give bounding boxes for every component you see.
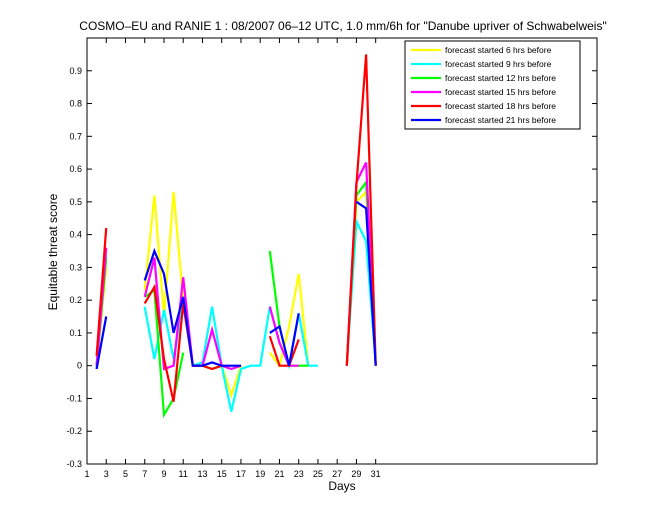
y-tick-label: 0.2	[69, 295, 82, 305]
y-tick-label: 0	[77, 361, 82, 371]
series-line	[268, 306, 299, 367]
y-tick-label: -0.3	[66, 459, 82, 469]
legend-box	[404, 40, 581, 130]
x-tick-label: 9	[161, 469, 166, 479]
y-tick-label: 0.1	[69, 328, 82, 338]
y-tick-label: 0.7	[69, 131, 82, 141]
x-tick-label: 23	[294, 469, 304, 479]
legend-entry-6: forecast started 21 hrs before	[445, 115, 556, 125]
chart-title: COSMO–EU and RANIE 1 : 08/2007 06–12 UTC…	[79, 19, 606, 33]
x-tick-label: 25	[313, 469, 323, 479]
y-tick-label: 0.5	[69, 197, 82, 207]
y-tick-label: 0.9	[69, 66, 82, 76]
series-line	[345, 54, 377, 366]
axes-box	[86, 37, 598, 465]
series-line	[268, 335, 300, 367]
x-tick-label: 5	[123, 469, 128, 479]
legend-entry-3: forecast started 12 hrs before	[445, 73, 556, 83]
series-line	[355, 200, 377, 366]
x-tick-label: 21	[274, 469, 284, 479]
y-tick-label: 0.4	[69, 230, 82, 240]
y-axis-label: Equitable threat score	[46, 193, 60, 310]
legend-entry-5: forecast started 18 hrs before	[445, 101, 556, 111]
series-line	[95, 228, 108, 356]
x-tick-label: 1	[84, 469, 89, 479]
series-line	[95, 316, 108, 370]
legend: forecast started 6 hrs before forecast st…	[404, 40, 581, 130]
legend-entry-2: forecast started 9 hrs before	[445, 59, 552, 69]
x-tick-label: 27	[332, 469, 342, 479]
y-tick-label: -0.1	[66, 393, 82, 403]
x-tick-label: 13	[197, 469, 207, 479]
x-tick-label: 15	[217, 469, 227, 479]
plot-area: 1 3 5 7 9 11 13 15 17 19 21 23 25 27 29 31-0.3-0.2-0.10…	[66, 37, 598, 479]
series-line	[269, 313, 300, 366]
y-tick-label: -0.2	[66, 426, 82, 436]
series-6	[95, 200, 377, 370]
legend-entry-1: forecast started 6 hrs before	[445, 45, 552, 55]
x-tick-label: 19	[255, 469, 265, 479]
y-tick-label: 0.8	[69, 99, 82, 109]
x-tick-label: 17	[236, 469, 246, 479]
x-tick-label: 3	[104, 469, 109, 479]
series-line	[268, 273, 310, 369]
x-tick-label: 29	[351, 469, 361, 479]
x-tick-label: 31	[371, 469, 381, 479]
y-tick-label: 0.6	[69, 164, 82, 174]
series-line	[143, 247, 241, 367]
x-axis-label: Days	[328, 479, 355, 493]
y-tick-label: 0.3	[69, 262, 82, 272]
series-4	[95, 162, 377, 371]
series-5	[95, 54, 377, 402]
legend-entry-4: forecast started 15 hrs before	[445, 87, 556, 97]
x-tick-label: 11	[179, 469, 188, 479]
x-tick-label: 7	[142, 469, 147, 479]
